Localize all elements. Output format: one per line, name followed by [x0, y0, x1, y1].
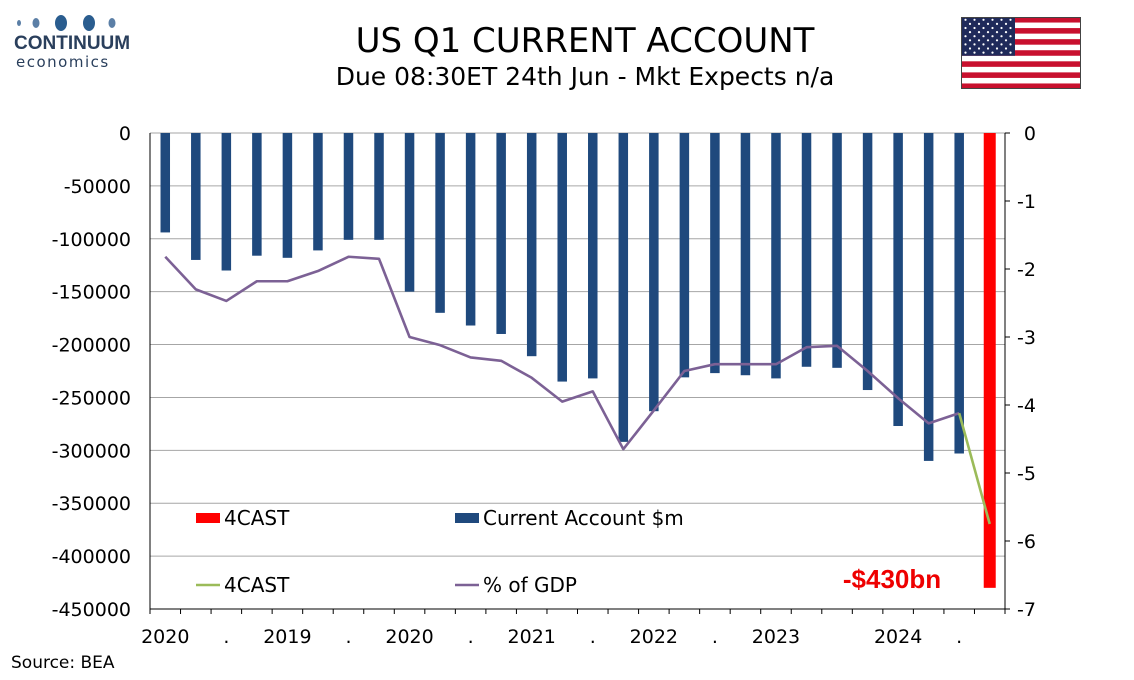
current-account-bar	[557, 133, 567, 382]
forecast-annotation: -$430bn	[843, 564, 941, 594]
current-account-bar	[862, 133, 873, 391]
logo-subtitle: economics	[16, 53, 110, 71]
current-account-bar	[710, 133, 720, 374]
x-tick-label: 2020	[385, 626, 433, 648]
y-left-tick-label: -100000	[52, 229, 131, 251]
gdp-share-line	[164, 255, 960, 451]
current-account-bar	[618, 133, 629, 442]
current-account-bar	[404, 133, 415, 292]
current-account-bar	[496, 133, 506, 334]
source-note: Source: BEA	[11, 653, 115, 673]
x-tick-label: 2021	[508, 626, 556, 648]
current-account-bar	[282, 133, 293, 258]
legend-label: Current Account $m	[483, 506, 684, 530]
current-account-bar	[191, 133, 201, 260]
x-tick-label: 2023	[752, 626, 800, 648]
logo-name: CONTINUUM	[14, 33, 131, 54]
y-left-tick-label: -150000	[52, 282, 131, 304]
y-right-tick-label: -5	[1017, 463, 1036, 485]
y-left-tick-label: -350000	[52, 493, 131, 515]
y-left-tick-label: -400000	[52, 546, 131, 568]
current-account-bar	[649, 133, 659, 412]
forecast-gdp-line	[957, 412, 991, 525]
x-tick-label: .	[712, 626, 718, 648]
current-account-bar	[374, 133, 384, 240]
logo-dots-icon	[17, 15, 116, 31]
y-left-tick-label: 0	[119, 123, 131, 145]
x-tick-label: 2024	[874, 626, 922, 648]
legend-label: 4CAST	[224, 506, 290, 530]
brand-logo: CONTINUUM economics	[14, 14, 144, 70]
y-right-tick-label: -6	[1017, 531, 1036, 553]
axes: 0 -50000 -100000 -150000 -200000 -250000 -3000…	[52, 123, 1036, 648]
us-flag-icon	[961, 17, 1081, 89]
y-right-tick-label: -7	[1017, 599, 1036, 621]
y-right-tick-label: -1	[1017, 191, 1036, 213]
y-left-tick-label: -250000	[52, 387, 131, 409]
current-account-bar	[832, 133, 842, 368]
current-account-bar	[465, 133, 476, 326]
x-tick-label: 2019	[263, 626, 311, 648]
legend-label: % of GDP	[483, 573, 577, 597]
current-account-bar	[343, 133, 354, 240]
legend-swatch	[455, 513, 479, 523]
current-account-bar	[588, 133, 598, 379]
current-account-bar	[954, 133, 964, 454]
legend-label: 4CAST	[224, 573, 290, 597]
x-tick-label: 2020	[141, 626, 189, 648]
current-account-bar	[801, 133, 812, 367]
x-tick-label: .	[956, 626, 962, 648]
y-left-tick-label: -450000	[52, 599, 131, 621]
x-tick-label: .	[468, 626, 474, 648]
y-right-tick-label: 0	[1024, 123, 1036, 145]
y-left-tick-label: -300000	[52, 440, 131, 462]
current-account-bar	[893, 133, 903, 427]
legend-swatch	[196, 513, 220, 523]
y-left-tick-label: -50000	[64, 176, 131, 198]
x-tick-label: .	[223, 626, 229, 648]
chart-subtitle: Due 08:30ET 24th Jun - Mkt Expects n/a	[335, 62, 835, 91]
y-right-tick-label: -4	[1017, 395, 1036, 417]
current-account-bar	[740, 133, 751, 376]
y-right-tick-label: -2	[1017, 259, 1036, 281]
current-account-bar	[160, 133, 171, 233]
current-account-bar	[221, 133, 232, 271]
x-tick-label: .	[345, 626, 351, 648]
y-left-tick-label: -200000	[52, 335, 131, 357]
current-account-bar	[435, 133, 445, 313]
forecast-bar	[983, 133, 996, 588]
gridlines	[150, 132, 1005, 610]
legend: 4CAST Current Account $m 4CAST % of GDP	[196, 506, 684, 597]
chart-title: US Q1 CURRENT ACCOUNT	[355, 21, 815, 61]
current-account-bar	[313, 133, 323, 251]
line-series	[164, 255, 991, 525]
x-tick-label: .	[590, 626, 596, 648]
current-account-bar	[771, 133, 781, 379]
bar-series	[160, 133, 996, 588]
x-tick-label: 2022	[630, 626, 678, 648]
current-account-bar	[923, 133, 934, 461]
current-account-bar	[252, 133, 262, 256]
current-account-bar	[679, 133, 690, 378]
current-account-bar	[526, 133, 537, 357]
y-right-tick-label: -3	[1017, 327, 1036, 349]
